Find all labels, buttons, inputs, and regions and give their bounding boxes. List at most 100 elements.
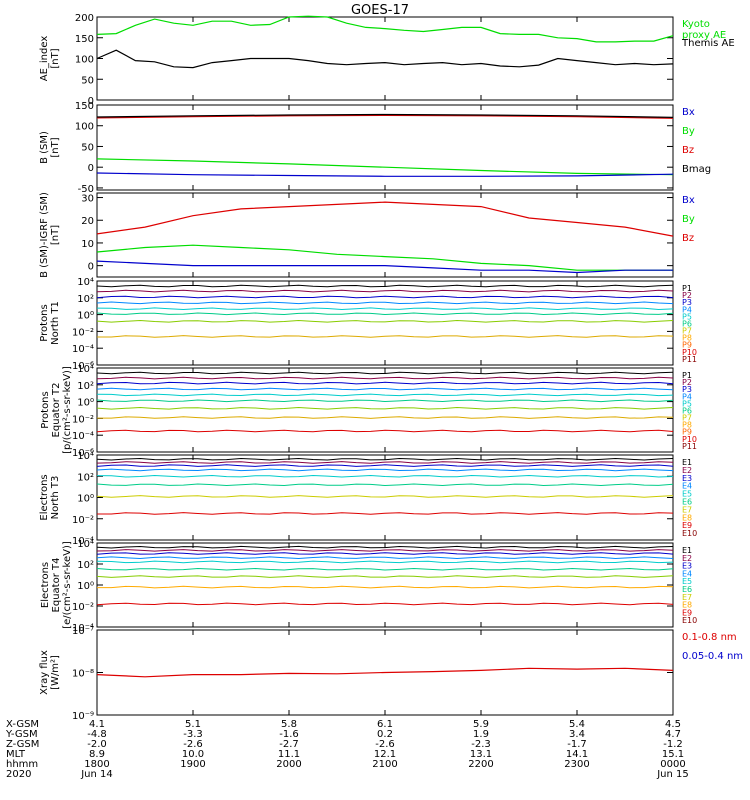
legend-entry: P1 [682, 284, 692, 293]
legend-entry-line: E4 [682, 569, 692, 578]
channel-line [96, 406, 674, 410]
legend-entry-line: P3 [682, 385, 692, 394]
y-tick-label: 150 [75, 34, 94, 45]
legend-entry: P11 [682, 355, 697, 364]
legend-entry: P3 [682, 298, 692, 307]
legend-entry: Bx [682, 107, 695, 118]
legend-entry-line: E9 [682, 608, 692, 617]
legend-entry-line: P8 [682, 421, 692, 430]
channel-line [96, 464, 674, 467]
x-cell: 8.9 [89, 749, 105, 760]
legend-entry-line: By [682, 126, 695, 137]
y-tick-label: 0 [88, 262, 94, 273]
legend-entry-line: Kyoto [682, 19, 710, 30]
y-tick-label: 50 [81, 142, 94, 153]
x-cell: -2.6 [375, 739, 395, 750]
legend-entry-line: E2 [682, 554, 692, 563]
x-cell: 5.1 [185, 719, 201, 730]
y-tick-label: 10² [77, 560, 94, 571]
series-line [96, 172, 674, 177]
y-tick-label: 10² [77, 381, 94, 392]
y-axis-label-line: [nT] [50, 137, 61, 157]
legend-entry: By [682, 126, 695, 137]
y-axis-label-line: [e/(cm²-s-sr-keV)] [62, 541, 73, 629]
legend-entry-line: P3 [682, 298, 692, 307]
panel-frame [96, 16, 674, 101]
y-tick-label: 10⁴ [77, 364, 94, 375]
x-cell: 10.0 [182, 749, 204, 760]
y-tick-label: 10⁻⁷ [72, 626, 94, 637]
x-cell: 1800 [84, 759, 109, 770]
legend-entry: E3 [682, 474, 692, 483]
y-axis-label-line: Protons [39, 304, 50, 341]
legend-entry-line: P2 [682, 378, 692, 387]
channel-line [96, 295, 674, 299]
channel-line [96, 474, 674, 478]
y-tick-label: 50 [81, 75, 94, 86]
y-tick-label: 10⁴ [77, 451, 94, 462]
y-tick-label: 10⁰ [77, 398, 94, 409]
y-axis-label-line: Equator T2 [51, 383, 62, 438]
legend-entry: P3 [682, 385, 692, 394]
legend-entry: 0.1-0.8 nm [682, 632, 737, 643]
channel-line [96, 549, 674, 552]
x-cell: 2200 [468, 759, 493, 770]
legend-entry-line: P1 [682, 284, 692, 293]
legend-entry: 0.05-0.4 nm [682, 651, 743, 662]
x-cell: 0000 [660, 759, 685, 770]
y-axis-label: B (SM)[nT] [39, 131, 61, 164]
y-tick-label: 10⁻⁴ [72, 344, 94, 355]
x-cell: Jun 14 [80, 769, 113, 780]
legend-entry-line: P9 [682, 341, 692, 350]
channel-line [96, 301, 674, 305]
legend-entry-line: P10 [682, 435, 697, 444]
legend-entry-line: Bz [682, 233, 694, 244]
y-tick-label: 10⁻² [72, 414, 94, 425]
legend-entry: E6 [682, 498, 692, 507]
channel-line [96, 284, 674, 288]
y-tick-label: 10⁻² [72, 602, 94, 613]
y-tick-label: 10⁻² [72, 515, 94, 526]
legend-entry-line: Bx [682, 195, 695, 206]
legend-entry-line: E2 [682, 466, 692, 475]
channel-line [97, 416, 674, 419]
y-tick-label: 10⁻⁴ [72, 431, 94, 442]
channel-line [96, 319, 674, 323]
series-line [96, 260, 673, 274]
channel-line [96, 393, 674, 397]
x-cell: -2.0 [87, 739, 107, 750]
legend-entry-line: P6 [682, 406, 692, 415]
panel-6: 10⁴ 10² 10⁰ 10⁻² 10⁻⁴ ElectronsNorth T3 E1E2E3… [39, 451, 697, 547]
y-axis-label-line: [nT] [50, 225, 61, 245]
legend-entry-line: E3 [682, 474, 692, 483]
channel-line [96, 602, 674, 606]
y-tick-label: 10⁻⁹ [72, 711, 94, 722]
legend-entry-line: Bmag [682, 164, 711, 175]
y-axis-label: ElectronsEquator T4[e/(cm²-s-sr-keV)] [40, 541, 73, 629]
legend-entry: E5 [682, 577, 692, 586]
channel-line [96, 560, 674, 564]
legend-entry-line: P4 [682, 305, 692, 314]
series-line [96, 15, 674, 43]
legend-entry: P5 [682, 399, 692, 408]
y-tick-label: 0 [88, 96, 94, 107]
y-axis-label-line: Electrons [39, 474, 50, 520]
legend-entry-line: E1 [682, 458, 692, 467]
y-axis-label-line: [W/m²] [50, 655, 61, 690]
x-cell: 4.1 [89, 719, 105, 730]
channel-line [96, 483, 674, 487]
legend-entry: P2 [682, 291, 692, 300]
legend-entry-line: Bx [682, 107, 695, 118]
y-tick-label: 20 [81, 216, 94, 227]
series-line [96, 667, 674, 678]
x-cell: 14.1 [566, 749, 588, 760]
x-cell: 5.8 [281, 719, 297, 730]
legend-entry-line: E6 [682, 498, 692, 507]
y-tick-label: 10 [81, 239, 94, 250]
legend-entry-line: P5 [682, 399, 692, 408]
panel-3: 0 10 20 30 B (SM)-IGRF (SM)[nT] Bx By Bz [39, 192, 695, 278]
x-row-label: hhmm [6, 759, 38, 770]
legend-entry: P7 [682, 414, 692, 423]
